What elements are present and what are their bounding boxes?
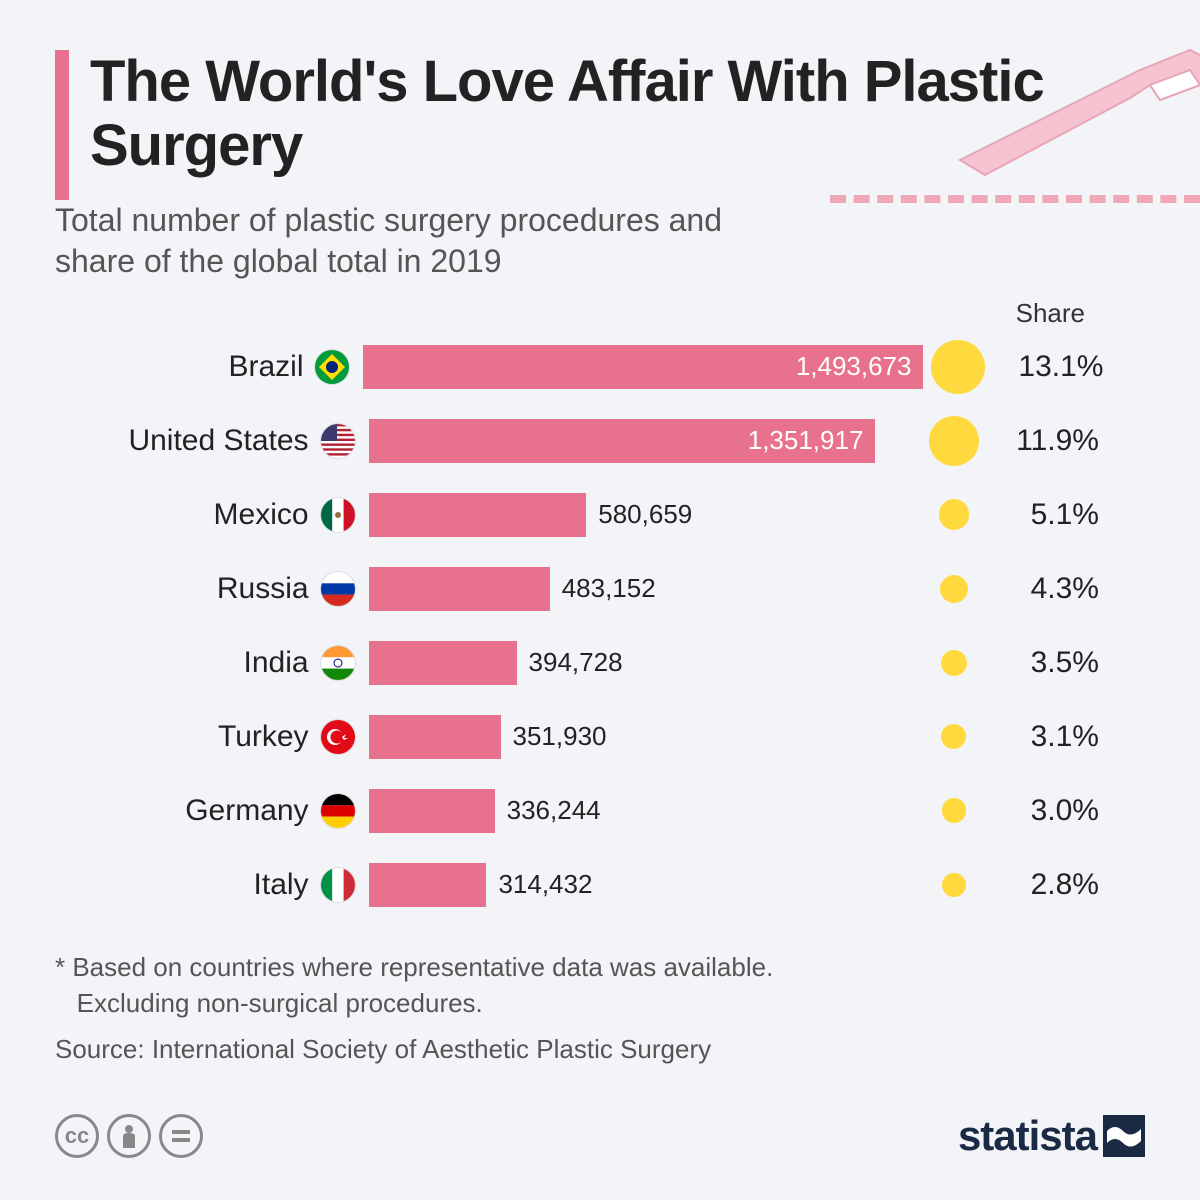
- bar: 351,930: [369, 715, 501, 759]
- cc-icon: cc: [55, 1114, 99, 1158]
- country-label: Mexico: [55, 498, 321, 532]
- statista-logo-icon: [1103, 1115, 1145, 1157]
- share-column: 3.1%: [919, 720, 1145, 754]
- share-label: 2.8%: [1009, 868, 1099, 902]
- flag-icon: [321, 646, 355, 680]
- bar-area: 394,728: [369, 641, 919, 685]
- country-label: Germany: [55, 794, 321, 828]
- bar: 336,244: [369, 789, 495, 833]
- flag-icon: [321, 572, 355, 606]
- chart-row: Brazil 1,493,673 13.1%: [55, 333, 1145, 401]
- share-circle: [941, 724, 966, 749]
- cc-nd-icon: [159, 1114, 203, 1158]
- flag-icon: [321, 424, 355, 458]
- footnote-line2: Excluding non-surgical procedures.: [77, 988, 483, 1018]
- share-circle: [942, 798, 967, 823]
- bar: 483,152: [369, 567, 550, 611]
- bar-value-label: 314,432: [498, 869, 592, 900]
- statista-logo-text: statista: [958, 1112, 1097, 1160]
- page-subtitle: Total number of plastic surgery procedur…: [55, 200, 775, 283]
- flag-icon: [321, 720, 355, 754]
- country-label: Russia: [55, 572, 321, 606]
- share-column: 5.1%: [919, 498, 1145, 532]
- share-column: 3.5%: [919, 646, 1145, 680]
- footnote: * Based on countries where representativ…: [55, 949, 1145, 1022]
- share-column: 4.3%: [919, 572, 1145, 606]
- footnote-line1: * Based on countries where representativ…: [55, 952, 773, 982]
- chart-row: Italy 314,432 2.8%: [55, 851, 1145, 919]
- chart-row: India 394,728 3.5%: [55, 629, 1145, 697]
- bar-area: 351,930: [369, 715, 919, 759]
- bar-area: 1,351,917: [369, 419, 919, 463]
- flag-icon: [321, 794, 355, 828]
- country-label: Turkey: [55, 720, 321, 754]
- bar: 1,493,673: [363, 345, 923, 389]
- share-label: 3.5%: [1009, 646, 1099, 680]
- bar-area: 483,152: [369, 567, 919, 611]
- dashed-line: [830, 195, 1200, 203]
- share-circle: [939, 499, 970, 530]
- share-column-header: Share: [1016, 298, 1085, 329]
- share-label: 3.1%: [1009, 720, 1099, 754]
- share-label: 4.3%: [1009, 572, 1099, 606]
- share-column: 3.0%: [919, 794, 1145, 828]
- chart-row: Russia 483,152 4.3%: [55, 555, 1145, 623]
- bar: 1,351,917: [369, 419, 876, 463]
- statista-logo: statista: [958, 1112, 1145, 1160]
- bar-area: 580,659: [369, 493, 919, 537]
- chart-row: Turkey 351,930 3.1%: [55, 703, 1145, 771]
- chart-row: Germany 336,244 3.0%: [55, 777, 1145, 845]
- bar-chart: Brazil 1,493,673 13.1% United States 1,3…: [55, 333, 1145, 919]
- bar-value-label: 580,659: [598, 499, 692, 530]
- bar: 394,728: [369, 641, 517, 685]
- accent-bar: [55, 50, 69, 200]
- country-label: Brazil: [55, 350, 315, 384]
- bar-value-label: 394,728: [529, 647, 623, 678]
- share-circle: [929, 416, 980, 467]
- footer: cc statista: [55, 1112, 1145, 1160]
- bar-area: 336,244: [369, 789, 919, 833]
- source-text: Source: International Society of Aesthet…: [55, 1034, 1145, 1065]
- bar-value-label: 351,930: [513, 721, 607, 752]
- country-label: India: [55, 646, 321, 680]
- chart-row: United States 1,351,917 11.9%: [55, 407, 1145, 475]
- share-column: 11.9%: [919, 416, 1145, 467]
- share-label: 3.0%: [1009, 794, 1099, 828]
- country-label: Italy: [55, 868, 321, 902]
- share-circle: [942, 873, 966, 897]
- flag-icon: [315, 350, 349, 384]
- share-column: 13.1%: [923, 340, 1145, 394]
- bar-value-label: 483,152: [562, 573, 656, 604]
- share-label: 13.1%: [1013, 350, 1103, 384]
- cc-license-icons: cc: [55, 1114, 203, 1158]
- share-label: 11.9%: [1009, 424, 1099, 458]
- flag-icon: [321, 868, 355, 902]
- flag-icon: [321, 498, 355, 532]
- cc-by-icon: [107, 1114, 151, 1158]
- bar: 580,659: [369, 493, 587, 537]
- bar-value-label: 336,244: [507, 795, 601, 826]
- scalpel-icon: [900, 30, 1200, 210]
- bar: 314,432: [369, 863, 487, 907]
- share-circle: [941, 650, 967, 676]
- country-label: United States: [55, 424, 321, 458]
- share-label: 5.1%: [1009, 498, 1099, 532]
- bar-area: 314,432: [369, 863, 919, 907]
- bar-area: 1,493,673: [363, 345, 923, 389]
- share-circle: [931, 340, 985, 394]
- share-circle: [940, 575, 968, 603]
- share-column: 2.8%: [919, 868, 1145, 902]
- chart-row: Mexico 580,659 5.1%: [55, 481, 1145, 549]
